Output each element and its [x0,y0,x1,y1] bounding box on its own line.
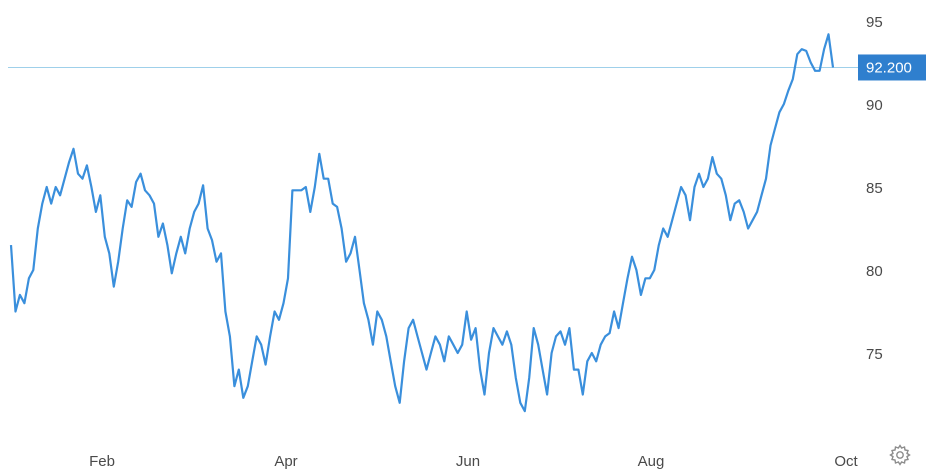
gear-icon[interactable] [888,443,912,467]
y-tick-label: 75 [866,346,883,363]
series-line [9,33,835,413]
x-tick-label: Aug [638,453,665,470]
current-value-badge-bg [858,54,926,81]
plot-area [8,33,858,413]
axes: 75 80 85 90 95 Feb Apr Jun Aug Oct 92.200 [89,14,926,470]
x-tick-label: Oct [834,453,858,470]
x-tick-label: Jun [456,453,480,470]
y-tick-label: 90 [866,97,883,114]
x-tick-label: Apr [274,453,297,470]
y-tick-label: 95 [866,14,883,31]
y-tick-label: 85 [866,180,883,197]
y-tick-label: 80 [866,263,883,280]
x-tick-label: Feb [89,453,115,470]
current-value-badge: 92.200 [858,54,926,81]
current-value-text: 92.200 [866,59,912,76]
